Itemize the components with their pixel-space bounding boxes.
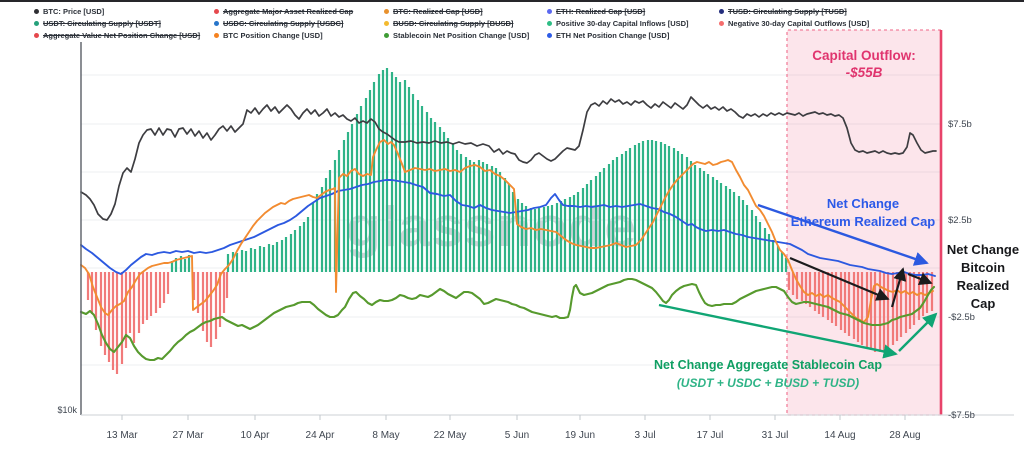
x-tick-label: 22 May — [434, 430, 467, 441]
legend-dot-icon — [384, 8, 389, 14]
capital-outflow-annotation: Capital Outflow: -$55B — [786, 47, 942, 81]
y-axis-labels: $10k $7.5b $2.5b -$2.5b -$7.5b — [57, 119, 974, 421]
legend-item[interactable]: Positive 30-day Capital Inflows [USD] — [547, 18, 689, 28]
legend-label: BUSD: Circulating Supply [BUSD] — [393, 18, 514, 28]
legend-label: Aggregate Major Asset Realized Cap — [223, 6, 354, 16]
btc-arrow-long — [789, 256, 890, 301]
y-right-label: $7.5b — [948, 119, 972, 130]
x-tick-label: 5 Jun — [505, 430, 529, 441]
legend-item[interactable]: Aggregate Value Net Position Change [USD… — [34, 30, 200, 40]
gridlines — [81, 74, 941, 366]
eth-realized-cap-annotation: Net Change Ethereum Realized Cap — [767, 195, 959, 231]
legend-item[interactable]: ETH Net Position Change [USD] — [547, 30, 669, 40]
eth-annotation-line1: Net Change — [826, 196, 900, 211]
legend-item[interactable]: TUSD: Circulating Supply [TUSD] — [719, 6, 847, 16]
stable-arrow-long — [658, 303, 898, 359]
eth-arrow — [757, 203, 929, 266]
x-tick-label: 17 Jul — [697, 430, 724, 441]
legend-label: Positive 30-day Capital Inflows [USD] — [556, 18, 689, 28]
legend-dot-icon — [214, 32, 219, 38]
legend-label: Stablecoin Net Position Change [USD] — [393, 30, 530, 40]
legend-dot-icon — [384, 32, 389, 38]
legend-item[interactable]: BTC: Realized Cap [USD] — [384, 6, 483, 16]
legend-dot-icon — [547, 20, 552, 26]
legend-dot-icon — [34, 20, 39, 26]
legend-dot-icon — [34, 32, 39, 38]
capital-outflow-title: Capital Outflow: — [812, 48, 916, 63]
btc-price-line[interactable] — [80, 96, 937, 221]
axes — [80, 42, 1014, 416]
x-tick-label: 3 Jul — [634, 430, 655, 441]
legend-item[interactable]: USDT: Circulating Supply [USDT] — [34, 18, 161, 28]
legend: BTC: Price [USD] Aggregate Major Asset Re… — [0, 2, 1024, 42]
y-right-label: -$2.5b — [948, 312, 975, 323]
eth-annotation-line2: Ethereum Realized Cap — [790, 214, 936, 229]
positive-inflow-bars[interactable] — [170, 68, 788, 272]
legend-item[interactable]: BUSD: Circulating Supply [BUSD] — [384, 18, 513, 28]
x-tick-label: 24 Apr — [306, 430, 336, 441]
legend-dot-icon — [547, 8, 552, 14]
legend-dot-icon — [719, 20, 724, 26]
legend-label: Aggregate Value Net Position Change [USD… — [43, 30, 201, 40]
legend-label: USDC: Circulating Supply [USDC] — [223, 18, 344, 28]
legend-item[interactable]: USDC: Circulating Supply [USDC] — [214, 18, 343, 28]
legend-label: ETH Net Position Change [USD] — [556, 30, 670, 40]
capital-outflow-value: -$55B — [845, 65, 883, 80]
btc-realized-cap-annotation: Net Change Bitcoin Realized Cap — [946, 242, 1020, 311]
x-axis-labels: 13 Mar 27 Mar 10 Apr 24 Apr 8 May 22 May 5 Jun… — [106, 415, 921, 441]
legend-label: ETH: Realized Cap [USD] — [556, 6, 646, 16]
y-left-label: $10k — [57, 405, 77, 415]
btc-position-change-line[interactable] — [80, 139, 934, 323]
x-tick-label: 27 Mar — [172, 430, 204, 441]
legend-dot-icon — [214, 20, 219, 26]
legend-dot-icon — [719, 8, 724, 14]
stablecoin-annotation-line1: Net Change Aggregate Stablecoin Cap — [653, 358, 883, 372]
stablecoin-cap-annotation: Net Change Aggregate Stablecoin Cap (USD… — [618, 356, 918, 392]
annotation-arrows — [658, 203, 938, 359]
x-tick-label: 31 Jul — [762, 430, 789, 441]
stablecoin-net-position-line[interactable] — [79, 277, 936, 362]
legend-item[interactable]: ETH: Realized Cap [USD] — [547, 6, 645, 16]
x-tick-label: 8 May — [372, 430, 399, 441]
legend-dot-icon — [34, 8, 39, 14]
y-right-label: -$7.5b — [948, 410, 975, 421]
legend-item[interactable]: Negative 30-day Capital Outflows [USD] — [719, 18, 869, 28]
capital-outflow-region — [786, 29, 943, 416]
stablecoin-annotation-line2: (USDT + USDC + BUSD + TUSD) — [676, 376, 860, 390]
legend-dot-icon — [547, 32, 552, 38]
legend-label: BTC Position Change [USD] — [223, 30, 323, 40]
legend-item[interactable]: BTC: Price [USD] — [34, 6, 104, 16]
legend-dot-icon — [214, 8, 219, 14]
x-tick-label: 10 Apr — [241, 430, 271, 441]
legend-dot-icon — [384, 20, 389, 26]
x-tick-label: 13 Mar — [106, 430, 138, 441]
legend-item[interactable]: BTC Position Change [USD] — [214, 30, 323, 40]
legend-label: BTC: Realized Cap [USD] — [393, 6, 483, 16]
legend-label: USDT: Circulating Supply [USDT] — [43, 18, 161, 28]
x-tick-label: 28 Aug — [889, 430, 920, 441]
x-tick-label: 19 Jun — [565, 430, 595, 441]
btc-arrow-up — [890, 267, 907, 308]
legend-item[interactable]: Stablecoin Net Position Change [USD] — [384, 30, 529, 40]
btc-arrow-right — [907, 272, 933, 285]
legend-label: BTC: Price [USD] — [43, 6, 105, 16]
x-tick-label: 14 Aug — [824, 430, 855, 441]
legend-item[interactable]: Aggregate Major Asset Realized Cap — [214, 6, 353, 16]
y-right-label: $2.5b — [948, 215, 972, 226]
legend-label: TUSD: Circulating Supply [TUSD] — [728, 6, 847, 16]
stable-arrow-up — [898, 312, 938, 352]
legend-label: Negative 30-day Capital Outflows [USD] — [728, 18, 870, 28]
eth-net-position-line[interactable] — [80, 179, 936, 277]
